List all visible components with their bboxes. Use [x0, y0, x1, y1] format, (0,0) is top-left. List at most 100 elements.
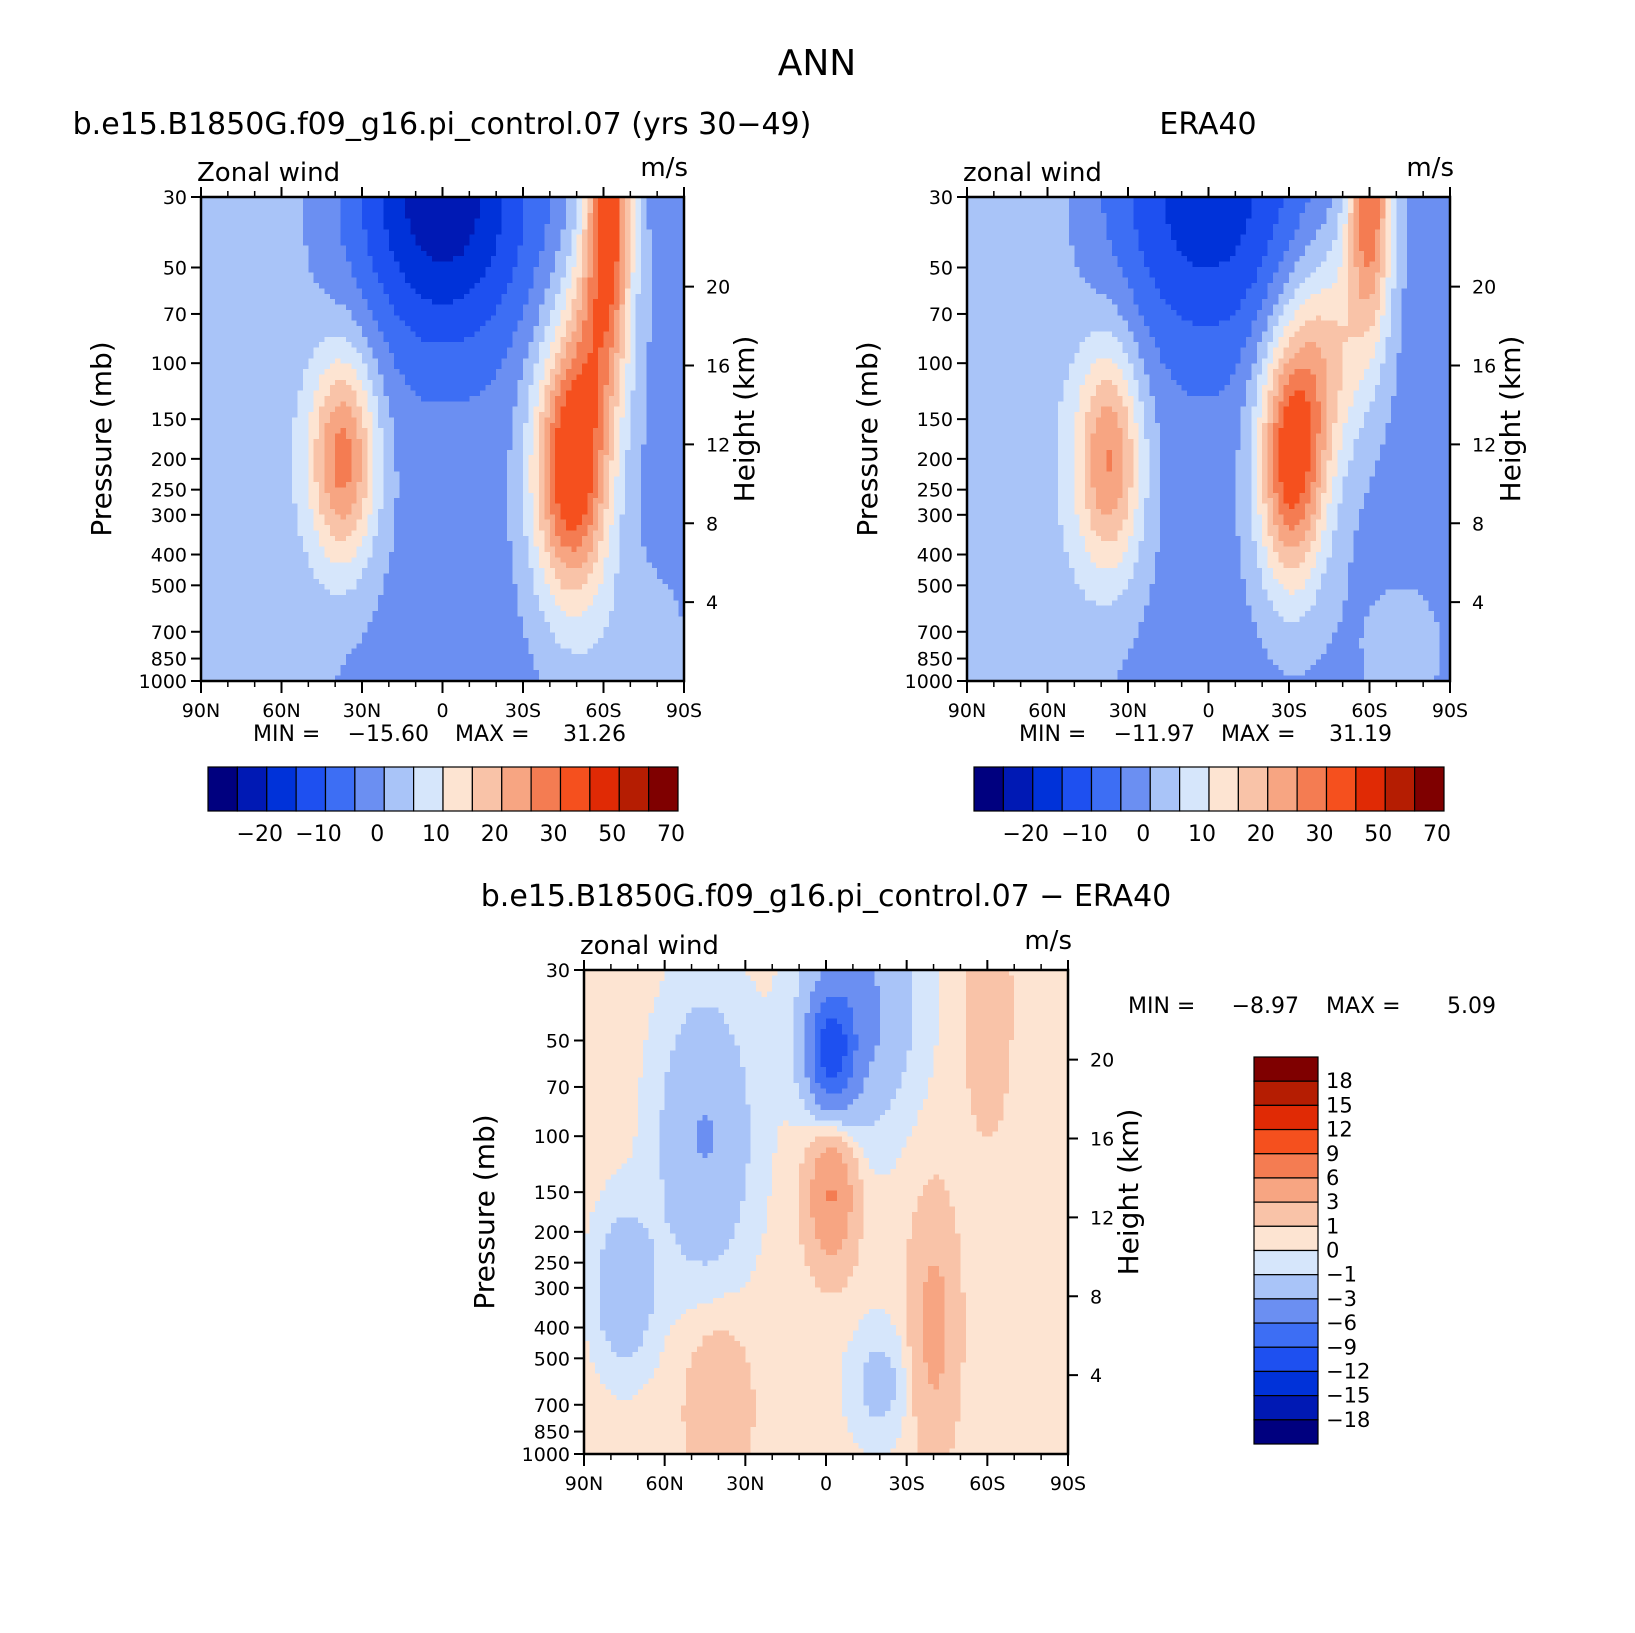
field-cell [212, 477, 218, 483]
field-cell [657, 267, 663, 273]
field-cell [308, 267, 314, 273]
field-cell [410, 326, 416, 332]
field-cell [421, 487, 427, 493]
field-cell [373, 380, 379, 386]
field-cell [206, 321, 212, 327]
field-cell [249, 423, 255, 429]
field-cell [239, 262, 245, 268]
field-cell [443, 369, 449, 375]
field-cell [341, 364, 347, 370]
field-cell [319, 288, 325, 294]
field-cell [598, 288, 604, 294]
field-cell [276, 391, 282, 397]
field-cell [249, 315, 255, 321]
field-cell [351, 202, 357, 208]
field-cell [609, 288, 615, 294]
field-cell [555, 337, 561, 343]
field-cell [534, 202, 540, 208]
field-cell [663, 337, 669, 343]
field-cell [432, 224, 438, 230]
field-cell [222, 391, 228, 397]
field-cell [609, 267, 615, 273]
field-cell [287, 401, 293, 407]
field-cell [335, 391, 341, 397]
field-cell [432, 272, 438, 278]
field-cell [673, 208, 679, 214]
field-cell [469, 466, 475, 472]
field-cell [443, 337, 449, 343]
field-cell [491, 385, 497, 391]
field-cell [443, 380, 449, 386]
field-cell [308, 326, 314, 332]
field-cell [625, 380, 631, 386]
field-cell [303, 245, 309, 251]
field-cell [555, 213, 561, 219]
field-cell [544, 245, 550, 251]
field-cell [571, 461, 577, 467]
field-cell [303, 208, 309, 214]
field-cell [668, 240, 674, 246]
field-cell [405, 396, 411, 402]
field-cell [673, 466, 679, 472]
field-cell [362, 219, 368, 225]
field-cell [673, 353, 679, 359]
field-cell [561, 321, 567, 327]
field-cell [222, 288, 228, 294]
field-cell [298, 412, 304, 418]
field-cell [292, 208, 298, 214]
field-cell [206, 224, 212, 230]
field-cell [362, 337, 368, 343]
field-cell [566, 358, 572, 364]
field-cell [341, 321, 347, 327]
field-cell [453, 396, 459, 402]
field-cell [496, 348, 502, 354]
field-cell [373, 251, 379, 257]
field-cell [443, 385, 449, 391]
field-cell [212, 213, 218, 219]
field-cell [609, 202, 615, 208]
field-cell [367, 417, 373, 423]
field-cell [614, 331, 620, 337]
field-cell [421, 455, 427, 461]
field-cell [383, 240, 389, 246]
field-cell [292, 423, 298, 429]
field-cell [453, 412, 459, 418]
field-cell [641, 412, 647, 418]
field-cell [528, 482, 534, 488]
field-cell [652, 326, 658, 332]
field-cell [319, 487, 325, 493]
field-cell [507, 444, 513, 450]
field-cell [244, 326, 250, 332]
field-cell [260, 315, 266, 321]
field-cell [464, 272, 470, 278]
field-cell [609, 305, 615, 311]
field-cell [475, 439, 481, 445]
field-cell [448, 439, 454, 445]
field-cell [378, 245, 384, 251]
field-cell [598, 348, 604, 354]
field-cell [287, 326, 293, 332]
field-cell [282, 262, 288, 268]
field-cell [228, 219, 234, 225]
field-cell [636, 412, 642, 418]
field-cell [469, 315, 475, 321]
field-cell [636, 364, 642, 370]
field-cell [271, 428, 277, 434]
field-cell [459, 224, 465, 230]
field-cell [614, 358, 620, 364]
field-cell [373, 364, 379, 370]
field-cell [464, 208, 470, 214]
field-cell [260, 439, 266, 445]
field-cell [646, 477, 652, 483]
field-cell [351, 482, 357, 488]
field-cell [341, 434, 347, 440]
field-cell [459, 391, 465, 397]
field-cell [577, 450, 583, 456]
field-cell [287, 224, 293, 230]
field-cell [668, 482, 674, 488]
field-cell [394, 353, 400, 359]
field-cell [212, 423, 218, 429]
field-cell [405, 305, 411, 311]
field-cell [282, 348, 288, 354]
